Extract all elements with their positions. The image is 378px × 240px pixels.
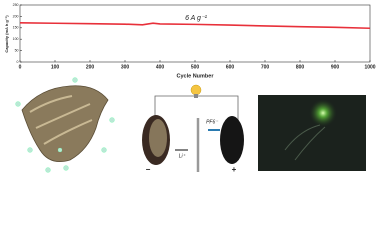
x-tick-label: 500 [191,64,200,70]
x-tick-label: 100 [51,64,60,70]
y-tick-label: 200 [13,14,19,18]
diagram-label: − [146,165,151,174]
porous-carbon-illustration [15,77,115,173]
led-photo [258,95,366,171]
x-tick-label: 300 [121,64,130,70]
x-tick-label: 900 [331,64,340,70]
battery-schematic [142,84,244,172]
y-tick-label: 150 [13,26,19,30]
y-tick-label: 50 [15,49,19,53]
y-tick-label: 100 [13,37,19,41]
x-tick-label: 0 [19,64,22,70]
diagram-label: + [232,165,237,174]
annotation: 6 A g⁻¹ [185,15,208,22]
x-tick-label: 400 [156,64,165,70]
data-line [19,21,371,30]
plot-frame [19,4,371,63]
figure: 6 A g⁻¹ Cycle Number Capacity (mA h g⁻¹)… [4,3,376,174]
x-tick-label: 800 [296,64,305,70]
y-tick-label: 250 [13,3,19,7]
x-tick-label: 700 [261,64,270,70]
diagram-label: Li⁺ [179,153,186,159]
y-tick-label: 0 [17,60,19,64]
x-tick-label: 1000 [364,64,375,70]
x-axis-label: Cycle Number [177,73,215,79]
x-tick-label: 600 [226,64,235,70]
y-axis-label: Capacity (mA h g⁻¹) [4,15,9,53]
diagram-label: PF6⁻ [206,119,218,125]
x-tick-label: 200 [86,64,95,70]
